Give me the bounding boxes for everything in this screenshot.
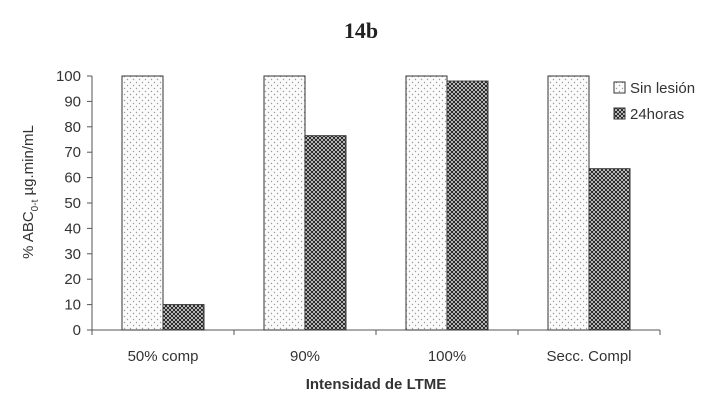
y-axis-title-sub: 0-t bbox=[30, 199, 41, 211]
y-axis-title-main: % ABC bbox=[20, 211, 37, 259]
x-tick-label: 100% bbox=[428, 348, 466, 365]
y-tick-label: 90 bbox=[64, 93, 81, 110]
bar-sin-lesion bbox=[406, 76, 447, 330]
legend-label: 24horas bbox=[630, 106, 684, 123]
bar-24horas bbox=[305, 136, 346, 330]
legend-label: Sin lesión bbox=[630, 80, 695, 97]
y-axis-title: % ABC0-t µg.min/mL bbox=[20, 125, 41, 259]
y-tick-label: 80 bbox=[64, 119, 81, 136]
x-tick-label: Secc. Compl bbox=[546, 348, 631, 365]
y-tick-label: 100 bbox=[56, 68, 81, 85]
legend: Sin lesión 24horas bbox=[614, 80, 695, 123]
plot-area: 0 10 20 30 40 50 60 70 80 90 100 50% comp 90% 100% Sec… bbox=[56, 68, 660, 365]
legend-swatch bbox=[614, 108, 625, 119]
y-tick-label: 30 bbox=[64, 246, 81, 263]
y-tick-label: 0 bbox=[73, 322, 81, 339]
chart-title: 14b bbox=[344, 18, 378, 43]
svg-text:% ABC0-t µg.min/mL: % ABC0-t µg.min/mL bbox=[20, 125, 41, 259]
bar-24horas bbox=[589, 169, 630, 330]
bar-24horas bbox=[447, 81, 488, 330]
y-tick-label: 60 bbox=[64, 170, 81, 187]
bar-sin-lesion bbox=[264, 76, 305, 330]
y-tick-label: 70 bbox=[64, 144, 81, 161]
bar-sin-lesion bbox=[548, 76, 589, 330]
x-tick-label: 50% comp bbox=[128, 348, 199, 365]
x-tick-label: 90% bbox=[290, 348, 320, 365]
bar-sin-lesion bbox=[122, 76, 163, 330]
y-axis-title-unit: µg.min/mL bbox=[20, 125, 37, 200]
legend-swatch bbox=[614, 82, 625, 93]
y-tick-label: 20 bbox=[64, 271, 81, 288]
y-tick-label: 50 bbox=[64, 195, 81, 212]
x-axis-title: Intensidad de LTME bbox=[306, 376, 447, 393]
bar-24horas bbox=[163, 305, 204, 330]
y-tick-label: 10 bbox=[64, 297, 81, 314]
y-tick-label: 40 bbox=[64, 220, 81, 237]
